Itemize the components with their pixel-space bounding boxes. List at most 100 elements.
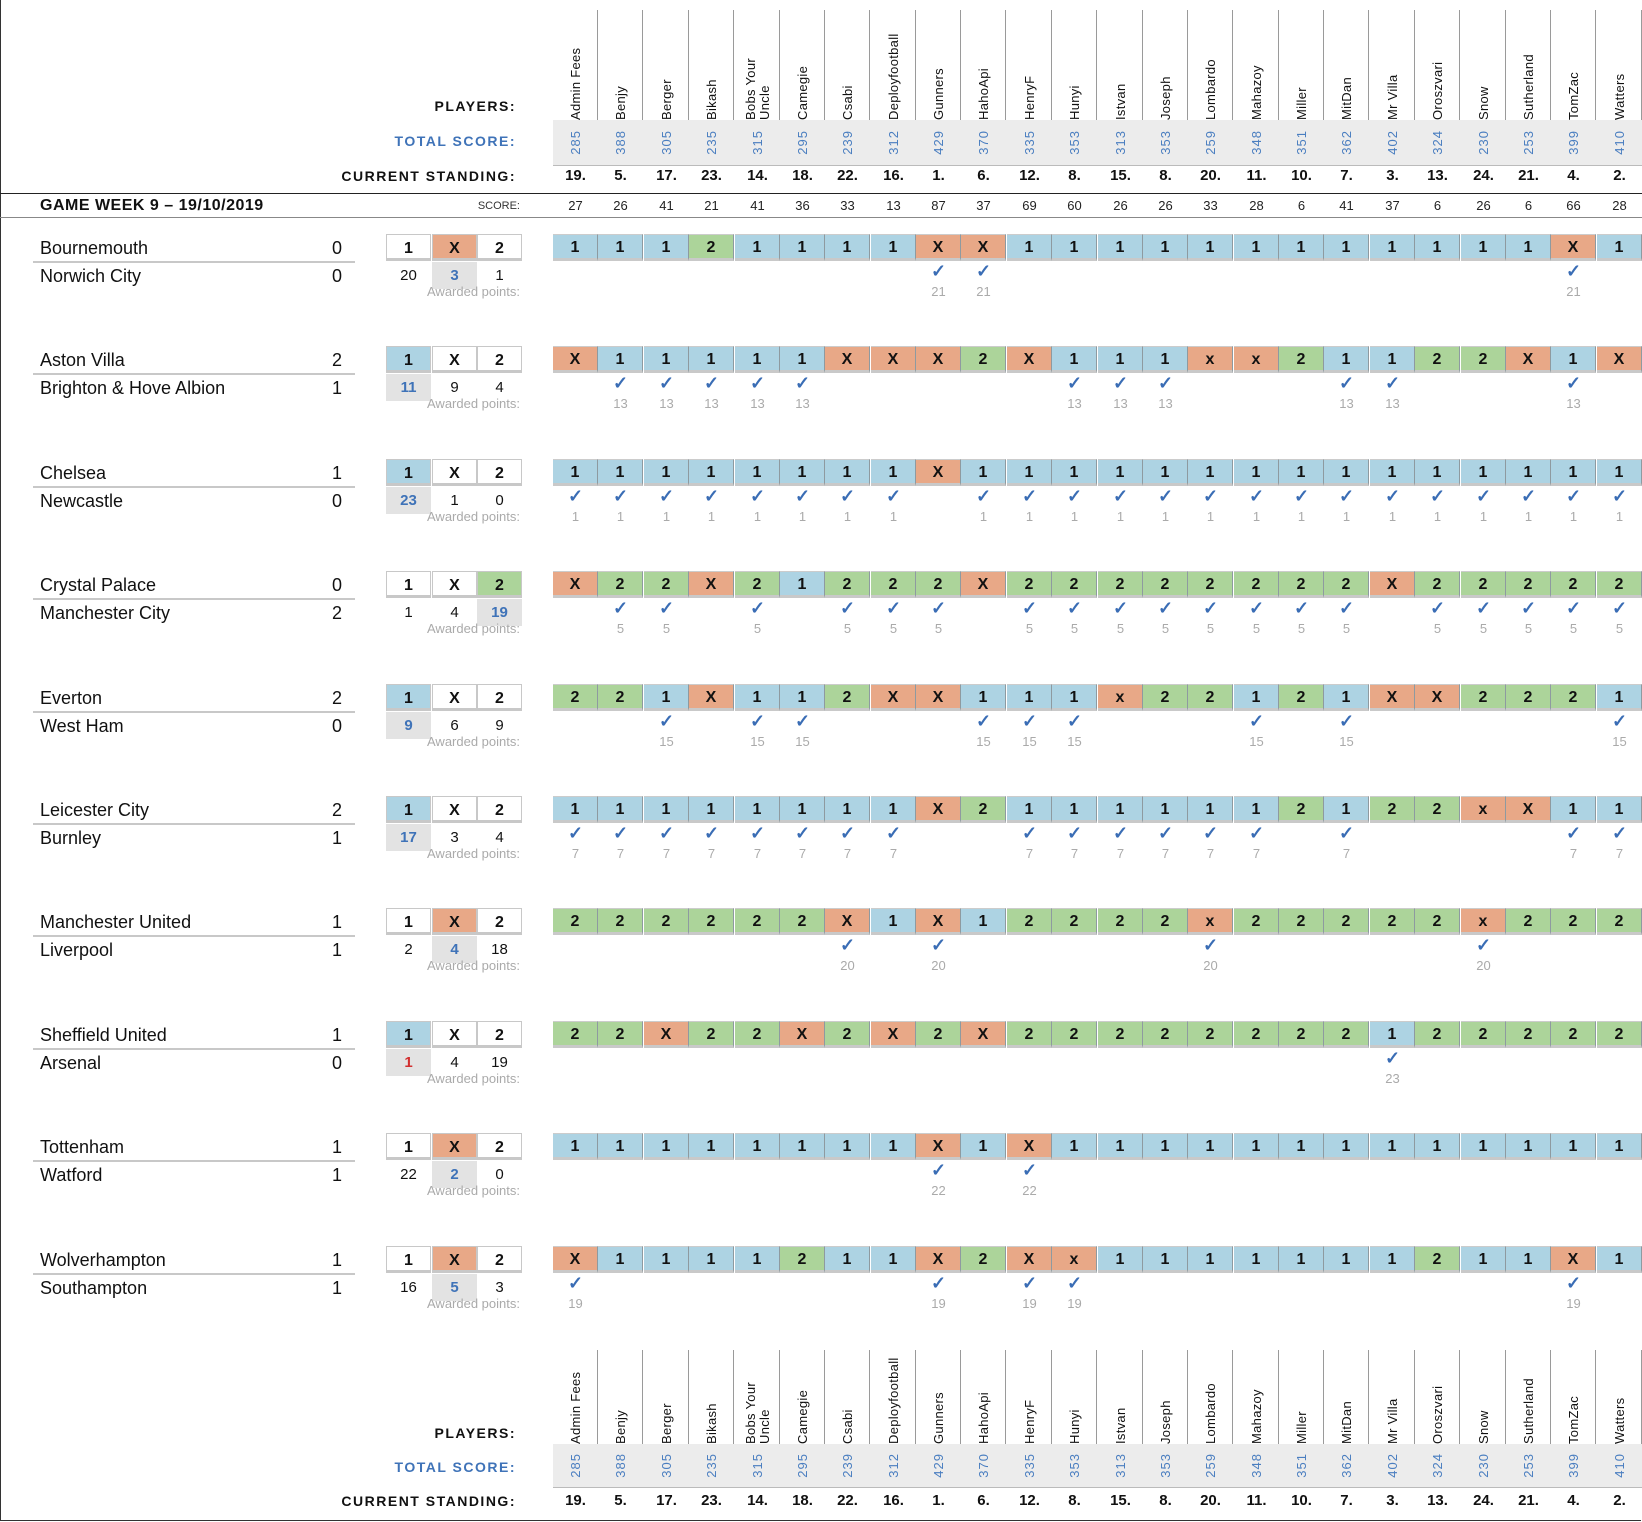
player-column-header[interactable]: Camegie xyxy=(780,1350,825,1444)
player-name[interactable]: HahoApi xyxy=(975,68,991,120)
player-name[interactable]: Sutherland xyxy=(1520,54,1536,120)
player-name[interactable]: Joseph xyxy=(1157,76,1173,120)
player-name[interactable]: Mahazoy xyxy=(1248,1389,1264,1444)
player-name[interactable]: Benjy xyxy=(612,85,628,120)
player-name[interactable]: Gunners xyxy=(930,68,946,120)
player-column-header[interactable]: Deployfootball xyxy=(871,10,916,120)
player-column-header[interactable]: Bobs Your Uncle xyxy=(735,10,780,120)
player-column-header[interactable]: Admin Fees xyxy=(553,10,598,120)
player-name[interactable]: Deployfootball xyxy=(885,33,901,120)
player-name[interactable]: MitDan xyxy=(1338,1401,1354,1444)
player-column-header[interactable]: Gunners xyxy=(916,1350,961,1444)
player-name[interactable]: Berger xyxy=(658,1403,674,1444)
player-column-header[interactable]: Mr Villa xyxy=(1370,1350,1415,1444)
player-column-header[interactable]: Joseph xyxy=(1143,1350,1188,1444)
player-column-header[interactable]: Camegie xyxy=(780,10,825,120)
player-name[interactable]: Deployfootball xyxy=(885,1357,901,1444)
player-name[interactable]: TomZac xyxy=(1565,71,1581,120)
player-name[interactable]: Admin Fees xyxy=(567,1371,583,1444)
player-column-header[interactable]: Hunyi xyxy=(1052,1350,1097,1444)
player-name[interactable]: HenryF xyxy=(1021,75,1037,120)
player-column-header[interactable]: Oroszvari xyxy=(1415,10,1460,120)
player-column-header[interactable]: Mahazoy xyxy=(1234,10,1279,120)
player-name[interactable]: Miller xyxy=(1293,87,1309,120)
player-column-header[interactable]: Hunyi xyxy=(1052,10,1097,120)
player-name[interactable]: Gunners xyxy=(930,1392,946,1444)
player-column-header[interactable]: Berger xyxy=(644,1350,689,1444)
awarded-points-label: Awarded points: xyxy=(427,509,520,524)
player-column-header[interactable]: MitDan xyxy=(1324,1350,1369,1444)
player-column-header[interactable]: Mahazoy xyxy=(1234,1350,1279,1444)
player-name[interactable]: Bobs Your Uncle xyxy=(742,1382,772,1444)
player-name[interactable]: Hunyi xyxy=(1066,85,1082,120)
player-name[interactable]: Mr Villa xyxy=(1384,74,1400,120)
team-divider xyxy=(33,1160,355,1162)
player-name[interactable]: Bobs Your Uncle xyxy=(742,58,772,120)
player-column-header[interactable]: MitDan xyxy=(1324,10,1369,120)
player-name[interactable]: Admin Fees xyxy=(567,47,583,120)
player-column-header[interactable]: Berger xyxy=(644,10,689,120)
player-column-header[interactable]: Watters xyxy=(1597,10,1642,120)
player-column-header[interactable]: Benjy xyxy=(598,10,643,120)
player-name[interactable]: Camegie xyxy=(794,65,810,120)
player-column-header[interactable]: Csabi xyxy=(825,1350,870,1444)
player-column-header[interactable]: Deployfootball xyxy=(871,1350,916,1444)
player-name[interactable]: Miller xyxy=(1293,1411,1309,1444)
player-column-header[interactable]: Csabi xyxy=(825,10,870,120)
player-column-header[interactable]: TomZac xyxy=(1551,10,1596,120)
player-name[interactable]: Bikash xyxy=(703,1403,719,1444)
player-column-header[interactable]: Bikash xyxy=(689,10,734,120)
player-name[interactable]: Csabi xyxy=(839,1409,855,1444)
player-name[interactable]: Snow xyxy=(1475,86,1491,120)
player-column-header[interactable]: Joseph xyxy=(1143,10,1188,120)
player-name[interactable]: Lombardo xyxy=(1202,59,1218,120)
player-pick-cell: X xyxy=(553,1246,598,1273)
player-column-header[interactable]: HahoApi xyxy=(961,1350,1006,1444)
player-name[interactable]: HenryF xyxy=(1021,1399,1037,1444)
player-column-header[interactable]: Miller xyxy=(1279,10,1324,120)
player-name[interactable]: Istvan xyxy=(1112,83,1128,120)
player-column-header[interactable]: Watters xyxy=(1597,1350,1642,1444)
player-column-header[interactable]: Sutherland xyxy=(1506,1350,1551,1444)
player-column-header[interactable]: Lombardo xyxy=(1188,10,1233,120)
player-name[interactable]: Joseph xyxy=(1157,1400,1173,1444)
player-column-header[interactable]: HenryF xyxy=(1007,1350,1052,1444)
player-name[interactable]: Lombardo xyxy=(1202,1383,1218,1444)
player-column-header[interactable]: HenryF xyxy=(1007,10,1052,120)
player-name[interactable]: MitDan xyxy=(1338,77,1354,120)
player-column-header[interactable]: Istvan xyxy=(1098,10,1143,120)
player-column-header[interactable]: Snow xyxy=(1461,10,1506,120)
player-name[interactable]: Sutherland xyxy=(1520,1378,1536,1444)
player-column-header[interactable]: TomZac xyxy=(1551,1350,1596,1444)
player-name[interactable]: Oroszvari xyxy=(1429,61,1445,120)
player-name[interactable]: HahoApi xyxy=(975,1392,991,1444)
player-column-header[interactable]: Gunners xyxy=(916,10,961,120)
player-name[interactable]: Berger xyxy=(658,79,674,120)
player-name[interactable]: Watters xyxy=(1611,73,1627,120)
player-column-header[interactable]: Sutherland xyxy=(1506,10,1551,120)
player-column-header[interactable]: HahoApi xyxy=(961,10,1006,120)
player-column-header[interactable]: Lombardo xyxy=(1188,1350,1233,1444)
player-name[interactable]: TomZac xyxy=(1565,1395,1581,1444)
player-name[interactable]: Oroszvari xyxy=(1429,1385,1445,1444)
player-column-header[interactable]: Mr Villa xyxy=(1370,10,1415,120)
player-name[interactable]: Hunyi xyxy=(1066,1409,1082,1444)
player-column-header[interactable]: Benjy xyxy=(598,1350,643,1444)
player-name[interactable]: Mr Villa xyxy=(1384,1398,1400,1444)
player-name[interactable]: Watters xyxy=(1611,1397,1627,1444)
player-name[interactable]: Mahazoy xyxy=(1248,65,1264,120)
player-name[interactable]: Benjy xyxy=(612,1409,628,1444)
player-column-header[interactable]: Snow xyxy=(1461,1350,1506,1444)
player-column-header[interactable]: Miller xyxy=(1279,1350,1324,1444)
player-name[interactable]: Camegie xyxy=(794,1389,810,1444)
player-column-header[interactable]: Bikash xyxy=(689,1350,734,1444)
player-name[interactable]: Csabi xyxy=(839,85,855,120)
player-column-header[interactable]: Bobs Your Uncle xyxy=(735,1350,780,1444)
player-name[interactable]: Istvan xyxy=(1112,1407,1128,1444)
player-column-header[interactable]: Oroszvari xyxy=(1415,1350,1460,1444)
player-name-cell: Istvan xyxy=(1098,20,1143,120)
player-name[interactable]: Bikash xyxy=(703,79,719,120)
player-name[interactable]: Snow xyxy=(1475,1410,1491,1444)
player-column-header[interactable]: Admin Fees xyxy=(553,1350,598,1444)
player-column-header[interactable]: Istvan xyxy=(1098,1350,1143,1444)
